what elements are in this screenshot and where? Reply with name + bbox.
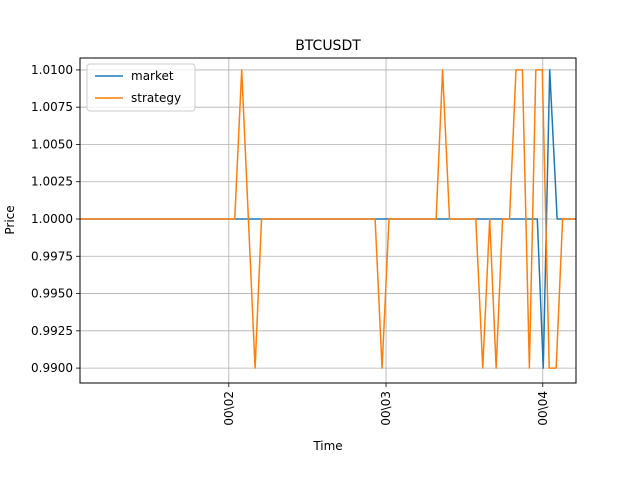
y-tick-label: 0.9900 [31,361,73,375]
x-tick-label: 00\04 [536,391,550,426]
y-tick-label: 0.9950 [31,287,73,301]
y-tick-label: 1.0000 [31,212,73,226]
legend: market strategy [86,63,196,112]
y-tick-label: 1.0100 [31,63,73,77]
legend-strategy-label: strategy [131,91,181,105]
y-axis-label: Price [3,205,17,234]
y-tick-label: 1.0050 [31,137,73,151]
series-layer [80,69,576,369]
y-tick-label: 0.9925 [31,324,73,338]
plot-frame [79,57,577,384]
legend-market-label: market [131,69,174,83]
x-tick-label: 00\02 [222,391,236,426]
y-tick-label: 0.9975 [31,249,73,263]
chart-title: BTCUSDT [295,38,361,54]
y-tick-label: 1.0025 [31,175,73,189]
y-tick-label: 1.0075 [31,100,73,114]
x-tick-label: 00\03 [379,391,393,426]
ticks: 0.9900 0.9925 0.9950 0.9975 1.0000 1.0025 1.00… [31,63,550,426]
x-axis-label: Time [312,439,342,453]
series-line-strategy [80,69,576,369]
